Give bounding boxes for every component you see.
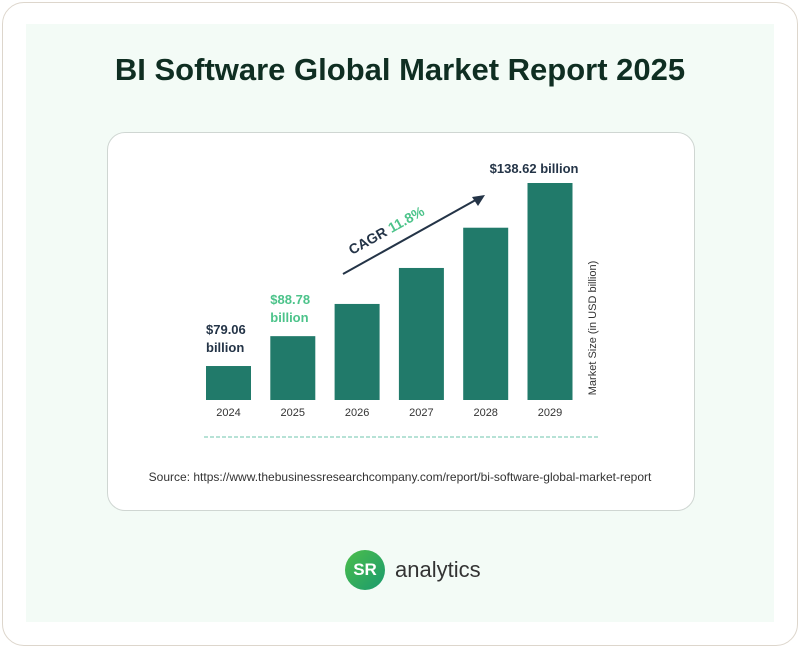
y-axis-label: Market Size (in USD billion) [587,261,599,395]
logo: SR analytics [345,550,481,590]
logo-mark: SR [345,550,385,590]
x-tick-label: 2028 [473,407,497,419]
data-label: $79.06 [206,322,246,337]
data-label: billion [270,310,308,325]
bar-2027 [398,267,444,400]
source-text: Source: https://www.thebusinessresearchc… [148,470,652,484]
bar-2028 [463,227,509,400]
bar-2026 [334,303,380,400]
logo-text: analytics [395,557,481,582]
data-label: billion [206,340,244,355]
x-tick-label: 2027 [409,407,433,419]
x-tick-label: 2025 [281,407,305,419]
x-tick-label: 2026 [345,407,369,419]
x-tick-label: 2029 [538,407,562,419]
bar-2025 [270,336,316,400]
bar-2024 [206,366,251,400]
data-label: $138.62 billion [490,161,579,176]
data-label: $88.78 [270,292,310,307]
x-tick-label: 2024 [216,407,240,419]
cagr-arrow-line [342,196,482,275]
bar-2029 [527,183,573,400]
page-title: BI Software Global Market Report 2025 [114,52,686,87]
arrow-head-icon [472,195,485,206]
